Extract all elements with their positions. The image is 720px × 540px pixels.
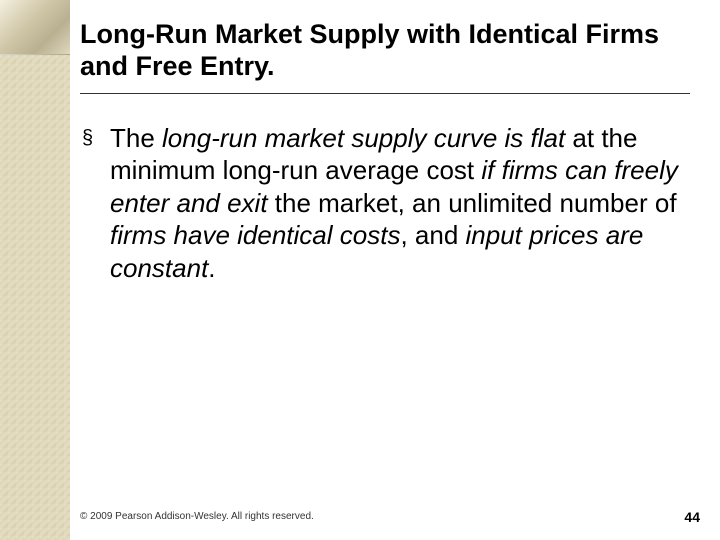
slide-title: Long-Run Market Supply with Identical Fi… [80, 18, 690, 94]
bullet-icon: § [82, 126, 93, 151]
body-text-2: long-run market supply curve is flat [162, 123, 565, 153]
copyright-footer: © 2009 Pearson Addison-Wesley. All right… [80, 511, 314, 522]
body-text-9: . [208, 253, 215, 283]
page-number: 44 [684, 509, 700, 525]
sidebar-texture [0, 0, 70, 540]
body-text-5: the market, an unlimited number of [268, 188, 677, 218]
body-text-7: , and [400, 220, 465, 250]
slide-body: § The long-run market supply curve is fl… [80, 122, 690, 285]
corner-decoration [0, 0, 70, 55]
slide-content: Long-Run Market Supply with Identical Fi… [80, 18, 690, 284]
body-text-6: firms have identical costs [110, 220, 400, 250]
body-text-1: The [110, 123, 162, 153]
